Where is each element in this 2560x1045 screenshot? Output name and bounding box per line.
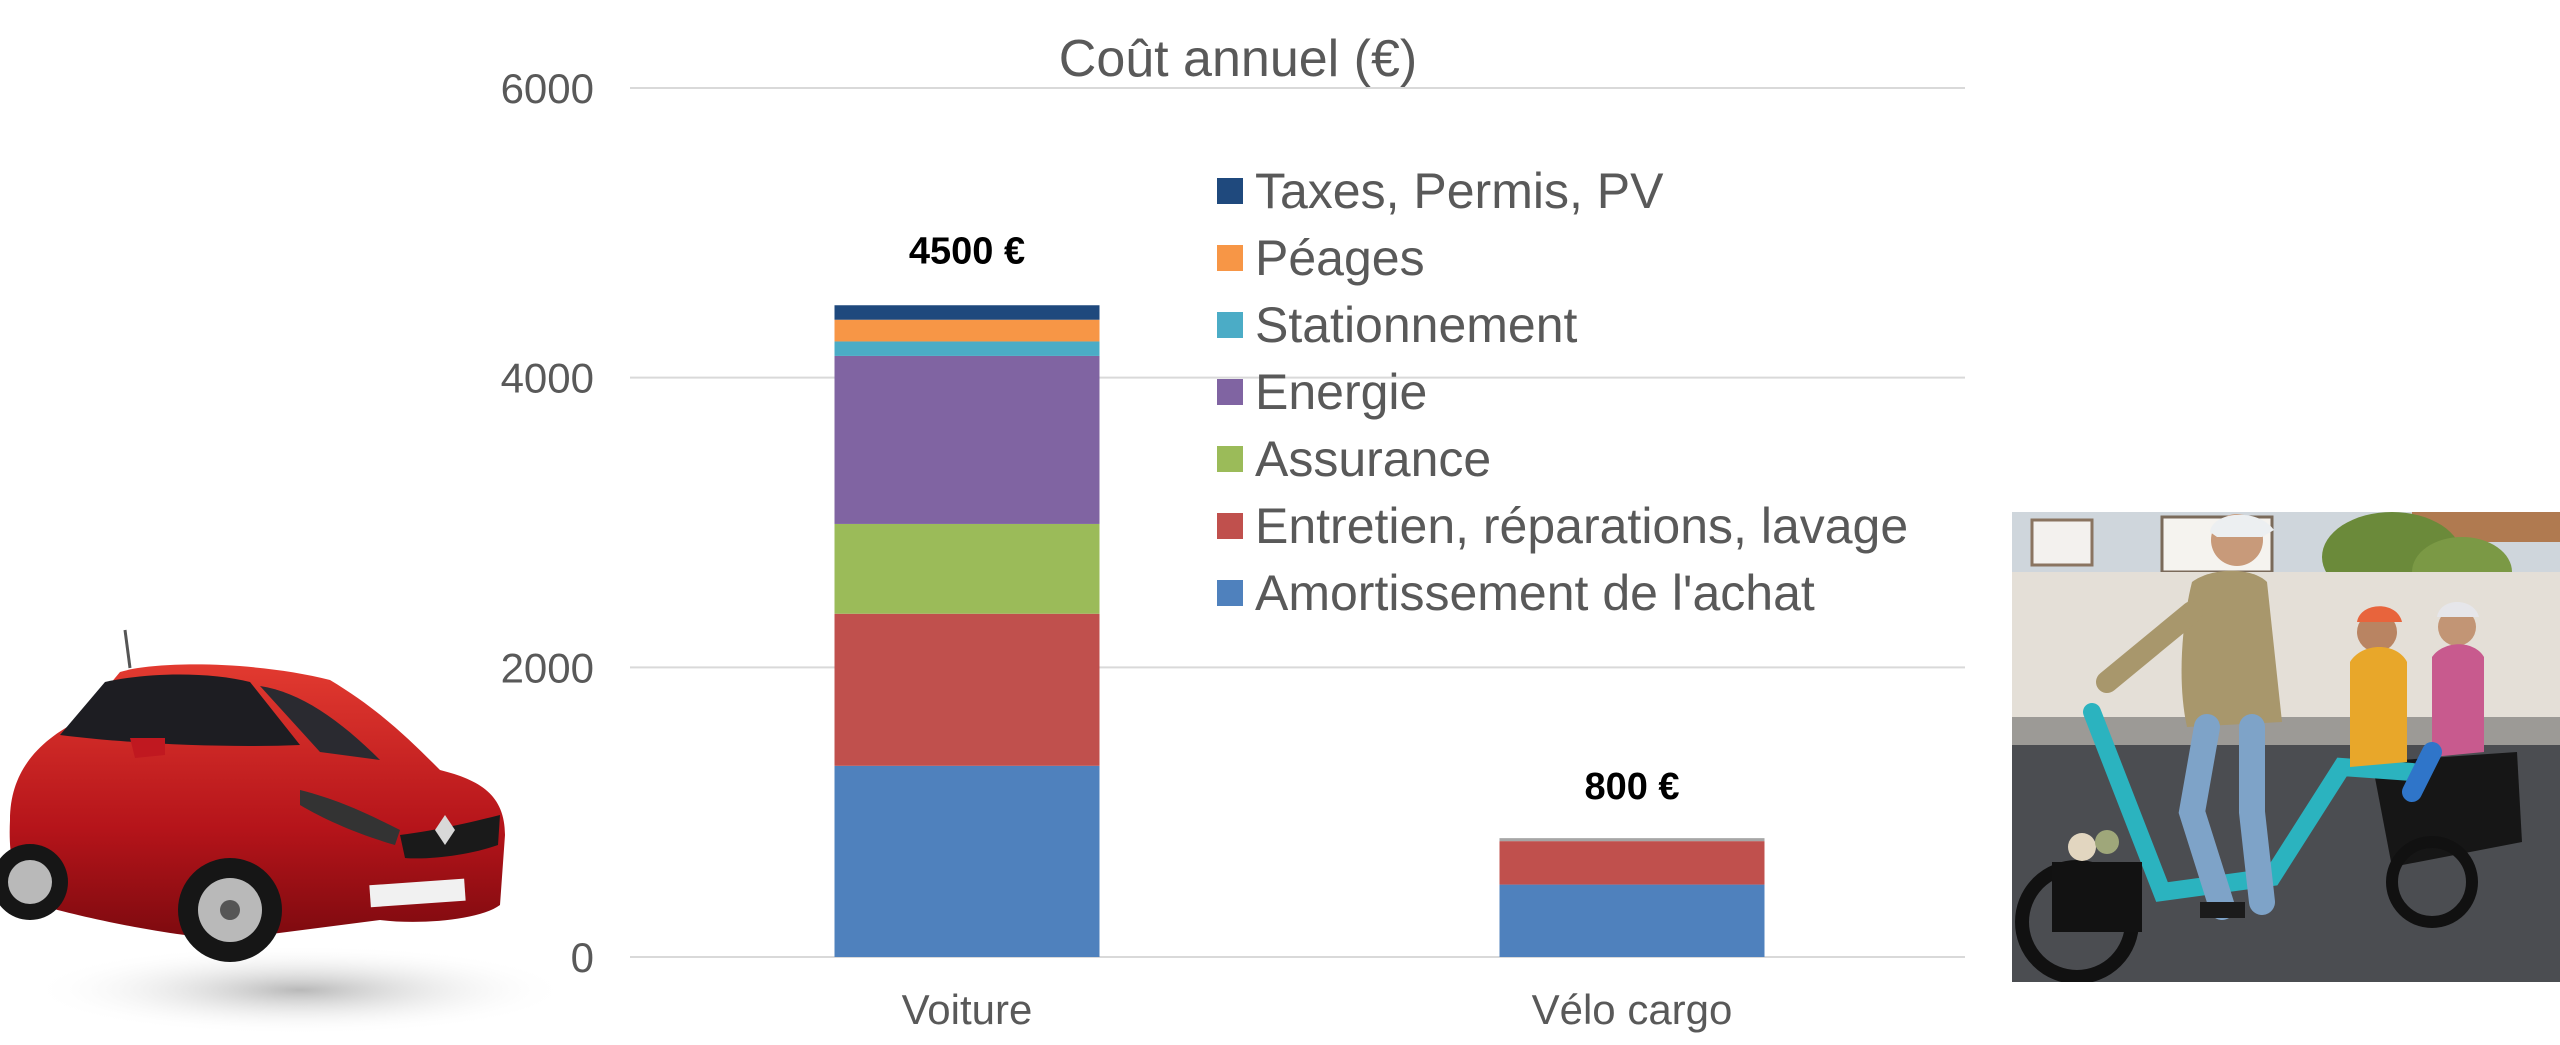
y-tick-label: 2000 [501,644,594,691]
legend-label: Amortissement de l'achat [1255,565,1815,621]
total-label: 800 € [1584,766,1679,808]
bar-segment [834,305,1100,320]
legend-label: Entretien, réparations, lavage [1255,498,1908,554]
bar-cap [1499,838,1765,842]
bar-segment [834,613,1100,766]
legend-swatch [1217,513,1243,539]
legend-swatch [1217,379,1243,405]
bar-segment [834,523,1100,614]
bar-segment [834,765,1100,957]
y-tick-label: 0 [571,934,594,981]
bars [834,305,1765,957]
legend-swatch [1217,580,1243,606]
x-axis: Voiture Vélo cargo [902,986,1733,1033]
bar-segment [834,355,1100,524]
legend: Taxes, Permis, PV Péages Stationnement Ener… [1217,163,1908,621]
y-axis: 0 2000 4000 6000 [501,65,594,981]
legend-label: Assurance [1255,431,1491,487]
legend-label: Energie [1255,364,1427,420]
chart-title: Coût annuel (€) [1059,30,1417,88]
legend-swatch [1217,312,1243,338]
bar-segment [834,341,1100,356]
legend-label: Stationnement [1255,297,1578,353]
cargo-bike-photo [2012,512,2560,982]
legend-swatch [1217,178,1243,204]
total-labels: 4500 € 800 € [909,230,1680,808]
total-label: 4500 € [909,230,1025,272]
y-tick-label: 4000 [501,355,594,402]
bar-segment [834,319,1100,342]
bar-segment [1499,884,1765,957]
legend-label: Taxes, Permis, PV [1255,163,1664,219]
x-tick-label: Voiture [902,986,1033,1033]
legend-swatch [1217,245,1243,271]
bar-segment [1499,841,1765,885]
legend-swatch [1217,446,1243,472]
legend-label: Péages [1255,230,1425,286]
car-photo [0,620,570,1040]
y-tick-label: 6000 [501,65,594,112]
x-tick-label: Vélo cargo [1532,986,1733,1033]
